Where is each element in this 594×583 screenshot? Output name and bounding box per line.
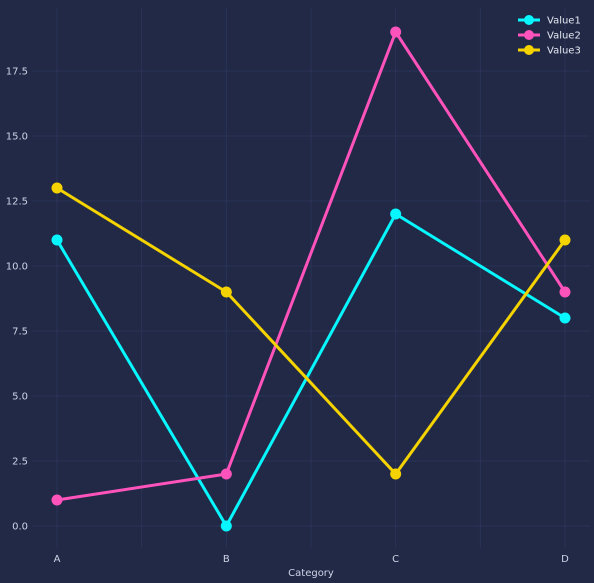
y-tick-label: 15.0 xyxy=(6,132,28,143)
series-value1 xyxy=(51,208,571,532)
data-point xyxy=(559,312,571,324)
legend-swatch-marker xyxy=(524,15,534,25)
legend-item: Value1 xyxy=(518,15,581,27)
y-tick-label: 10.0 xyxy=(6,262,28,273)
x-tick-label: C xyxy=(392,554,399,565)
x-axis: A B C D xyxy=(54,554,570,565)
series-line xyxy=(55,186,567,476)
x-tick-label: A xyxy=(54,554,61,565)
series-value3 xyxy=(51,182,571,480)
data-point xyxy=(390,208,402,220)
data-point xyxy=(220,468,232,480)
legend-item: Value3 xyxy=(518,45,581,57)
x-tick-label: D xyxy=(561,554,569,565)
legend-label: Value2 xyxy=(547,31,581,42)
legend-item: Value2 xyxy=(518,30,581,42)
y-tick-label: 0.0 xyxy=(12,522,28,533)
data-point xyxy=(220,286,232,298)
legend-label: Value3 xyxy=(547,46,581,57)
data-point xyxy=(51,494,63,506)
data-point xyxy=(559,234,571,246)
data-point xyxy=(390,468,402,480)
series-value2 xyxy=(51,26,571,506)
series-line xyxy=(55,212,567,528)
data-point xyxy=(51,182,63,194)
legend-swatch-marker xyxy=(524,45,534,55)
data-point xyxy=(220,520,232,532)
y-tick-label: 5.0 xyxy=(12,392,28,403)
grid xyxy=(32,8,590,548)
x-tick-label: B xyxy=(223,554,230,565)
y-axis: 0.0 2.5 5.0 7.5 10.0 12.5 15.0 17.5 xyxy=(6,67,28,533)
legend: Value1 Value2 Value3 xyxy=(518,15,581,57)
y-tick-label: 7.5 xyxy=(12,327,28,338)
y-tick-label: 12.5 xyxy=(6,197,28,208)
y-tick-label: 17.5 xyxy=(6,67,28,78)
y-tick-label: 2.5 xyxy=(12,457,28,468)
legend-label: Value1 xyxy=(547,16,581,27)
data-point xyxy=(390,26,402,38)
legend-swatch-marker xyxy=(524,30,534,40)
data-point xyxy=(51,234,63,246)
data-point xyxy=(559,286,571,298)
series-layer xyxy=(51,26,571,532)
x-axis-label: Category xyxy=(288,568,334,579)
series-line xyxy=(55,30,567,502)
